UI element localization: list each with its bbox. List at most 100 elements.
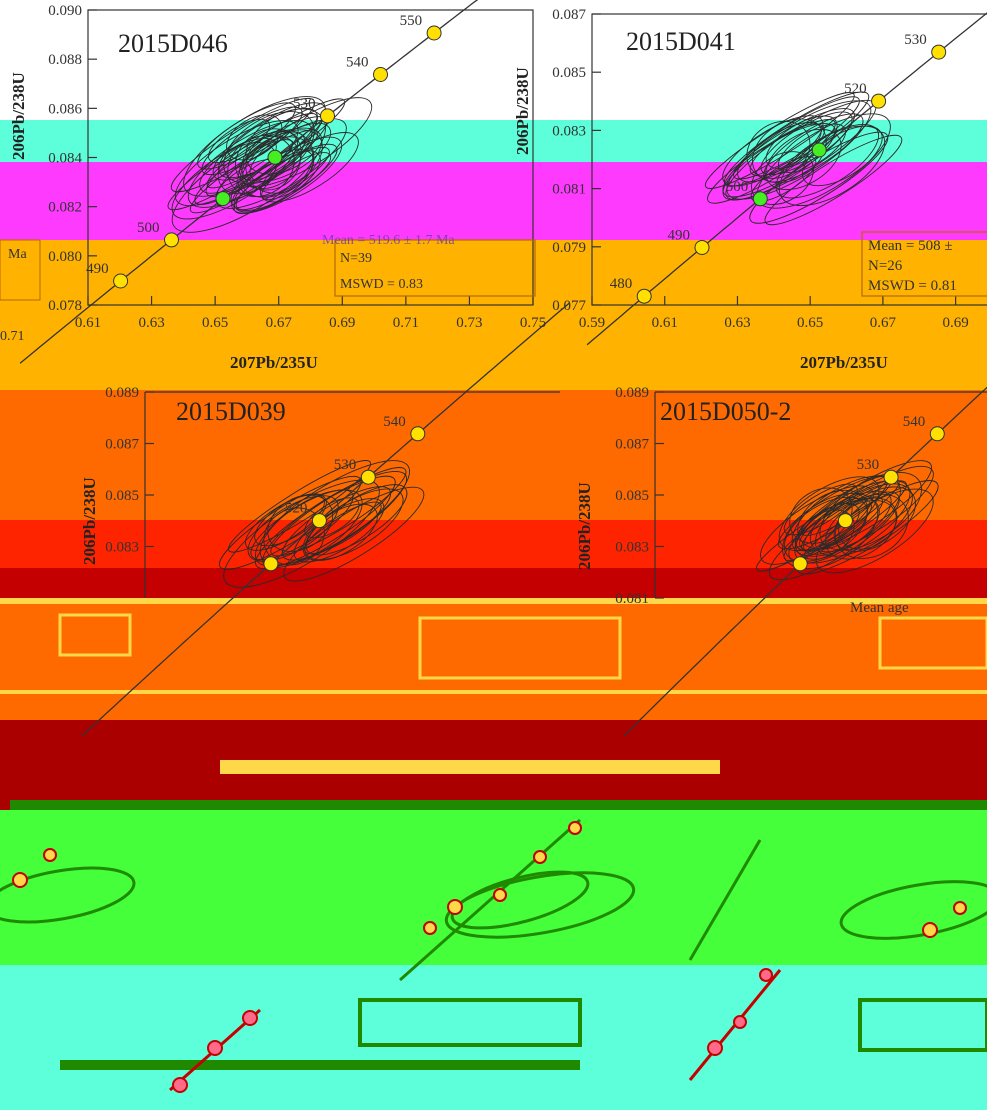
concordia-age-marker bbox=[215, 191, 231, 207]
data-ellipse bbox=[183, 96, 326, 197]
concordia-age-marker bbox=[694, 240, 710, 255]
concordia-age-label: 480 bbox=[610, 276, 633, 292]
data-ellipse bbox=[261, 152, 332, 201]
x-axis: 0.59 0.61 0.63 0.65 0.67 0.69 bbox=[579, 296, 969, 331]
concordia-age-label: 530 bbox=[334, 457, 357, 473]
y-tick-label: 0.082 bbox=[48, 200, 82, 216]
data-ellipse bbox=[226, 114, 283, 161]
y-tick-label: 0.083 bbox=[552, 123, 586, 139]
data-ellipse bbox=[749, 131, 889, 224]
ellipse-group bbox=[167, 96, 373, 233]
data-ellipse bbox=[259, 489, 363, 566]
y-tick-label: 0.089 bbox=[615, 385, 649, 401]
data-ellipse bbox=[241, 135, 301, 191]
data-ellipse bbox=[227, 460, 372, 553]
x-tick-label: 0.75 bbox=[520, 315, 546, 331]
band-orange bbox=[0, 240, 987, 390]
glitch-streak bbox=[220, 760, 720, 774]
concordia-age-marker bbox=[426, 25, 442, 41]
data-ellipse bbox=[749, 123, 825, 177]
x-tick-label: 0.73 bbox=[456, 315, 482, 331]
data-ellipse bbox=[725, 99, 877, 201]
concordia-age-label: 500 bbox=[137, 220, 160, 236]
x-tick-label: 0.67 bbox=[266, 315, 293, 331]
y-axis: 0.081 0.083 0.085 0.087 0.089 bbox=[615, 385, 664, 607]
y-tick-label: 0.083 bbox=[105, 540, 139, 556]
concordia-age-label: 500 bbox=[726, 179, 749, 195]
annotation-mean: Mean = 519.6 ± 1.7 Ma bbox=[322, 233, 455, 248]
y-tick-label: 0.084 bbox=[48, 151, 82, 167]
chart-2015D041: 2015D041 0.0770.0790.0810.0830.0850.087 … bbox=[513, 7, 987, 372]
chart-2015D046: 2015D046 0.0780.0800.0820.0840.0860.0880… bbox=[9, 0, 546, 372]
x-tick-label: 0.63 bbox=[138, 315, 164, 331]
annotation-mswd: MSWD = 0.81 bbox=[868, 278, 957, 294]
concordia-age-marker bbox=[267, 149, 283, 165]
data-ellipse bbox=[199, 137, 277, 194]
x-tick-label: 0.59 bbox=[579, 315, 605, 331]
annotation-n: N=39 bbox=[340, 251, 372, 266]
concordia-age-marker bbox=[752, 191, 768, 207]
y-axis-label: 206Pb/238U bbox=[513, 67, 532, 155]
data-ellipse bbox=[250, 489, 354, 561]
pixelated-fragment bbox=[0, 613, 987, 1093]
concordia-age-marker bbox=[360, 469, 376, 485]
y-tick-label: 0.088 bbox=[48, 52, 82, 68]
data-ellipse bbox=[796, 480, 939, 575]
x-tick-label: 0.61 bbox=[75, 315, 101, 331]
x-tick-label: 0.65 bbox=[202, 315, 228, 331]
concordia-age-marker bbox=[311, 513, 327, 529]
left-edge-box bbox=[0, 239, 41, 301]
concordia-curve: 480 490 500 520 530 bbox=[586, 12, 987, 346]
annotation-box bbox=[334, 239, 536, 297]
concordia-age-label: 530 bbox=[857, 457, 880, 473]
y-tick-label: 0.077 bbox=[552, 298, 586, 314]
y-axis-label: 206Pb/238U bbox=[9, 72, 28, 160]
data-ellipse bbox=[208, 118, 270, 164]
concordia-age-marker bbox=[263, 556, 279, 572]
concordia-age-label: 520 bbox=[844, 81, 867, 97]
y-tick-label: 0.079 bbox=[552, 240, 586, 256]
annotation-mean: Mean = 508 ± bbox=[868, 238, 953, 254]
y-tick-label: 0.087 bbox=[105, 437, 139, 453]
glitch-streak bbox=[10, 800, 987, 810]
concordia-age-label: 550 bbox=[400, 13, 423, 29]
y-axis: 0.078 0.080 0.082 0.084 0.086 0.088 0.090 bbox=[48, 3, 97, 314]
glitch-streak bbox=[60, 1060, 580, 1070]
ellipse-group bbox=[218, 460, 425, 588]
data-ellipse bbox=[171, 131, 299, 220]
data-ellipse bbox=[245, 494, 325, 551]
chart-title: 2015D046 bbox=[118, 29, 228, 58]
data-ellipse bbox=[282, 486, 391, 561]
data-ellipse bbox=[201, 106, 303, 176]
concordia-age-label: 540 bbox=[346, 55, 369, 71]
data-ellipse bbox=[293, 498, 385, 563]
data-ellipse bbox=[223, 479, 380, 588]
y-tick-label: 0.085 bbox=[105, 488, 139, 504]
annotation-mean: Mean age bbox=[850, 600, 909, 616]
x-axis-label: 207Pb/235U bbox=[230, 353, 318, 372]
chart-title: 2015D050-2 bbox=[660, 397, 791, 426]
data-ellipse bbox=[783, 483, 858, 536]
chart-title: 2015D039 bbox=[176, 397, 286, 426]
y-tick-label: 0.090 bbox=[48, 3, 82, 19]
concordia-age-marker bbox=[837, 513, 853, 529]
concordia-age-marker bbox=[113, 273, 129, 289]
y-tick-label: 0.086 bbox=[48, 101, 82, 117]
concordia-age-marker bbox=[883, 469, 899, 485]
data-ellipse bbox=[838, 497, 898, 550]
concordia-age-marker bbox=[164, 232, 179, 248]
data-ellipse bbox=[825, 500, 897, 560]
data-ellipse bbox=[270, 467, 407, 557]
annotation-box bbox=[861, 231, 987, 297]
data-ellipse bbox=[799, 499, 872, 551]
concordia-curve: 520 530 540 bbox=[81, 302, 570, 737]
band-cyan-2 bbox=[0, 965, 987, 1110]
data-ellipse bbox=[247, 495, 339, 562]
data-ellipse bbox=[797, 489, 868, 550]
y-tick-label: 0.078 bbox=[48, 298, 82, 314]
x-tick-label: 0.65 bbox=[797, 315, 823, 331]
chart-title: 2015D041 bbox=[626, 27, 736, 56]
annotation-n: N=26 bbox=[868, 258, 903, 274]
